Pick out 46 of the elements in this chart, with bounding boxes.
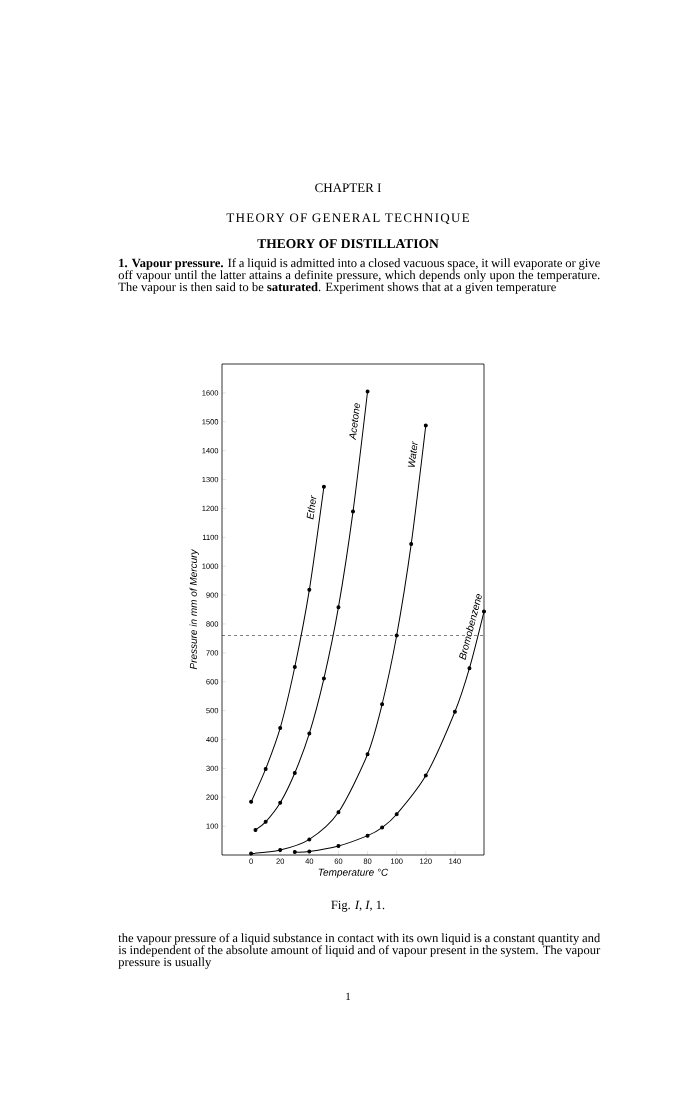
text: the vapour pressure of a liquid substance in contact with its own liquid is a constant quantity and is independent of the absolute amount of liquid and of vapour present in the system. The vapour pressure is usually (118, 933, 601, 969)
text: Ether (306, 495, 317, 520)
text: 1. Vapour pressure. If a liquid is admitted into a closed vacuous space, it will evaporate or give off vapour until the latter attains a definite pressure, which depends only upon the temperature. The vapour is then said to be saturated. Experiment shows that at a given temperature (118, 258, 600, 294)
text: Water (407, 441, 418, 467)
point (394, 633, 399, 638)
point (321, 484, 326, 489)
point (351, 509, 355, 514)
point (278, 848, 283, 853)
point (452, 709, 457, 714)
point (394, 812, 399, 817)
point (380, 825, 385, 830)
point (307, 849, 312, 854)
text: 1 (346, 992, 351, 1001)
point (249, 799, 254, 804)
point (423, 423, 428, 428)
point (292, 664, 297, 669)
chart-title: CHAPTER I (315, 183, 381, 193)
x-axis-title: Temperature °C (318, 868, 389, 878)
point (292, 770, 297, 775)
point (249, 851, 254, 856)
point (409, 541, 414, 546)
point (307, 587, 312, 592)
point (467, 666, 472, 671)
chart-subtitle: THEORY OF GENERAL TECHNIQUE (226, 213, 469, 225)
text: THEORY OF DISTILLATION (257, 239, 439, 249)
point (307, 731, 312, 736)
text: Acetone (349, 403, 360, 441)
point (321, 676, 326, 681)
point (380, 702, 385, 707)
point (365, 833, 370, 838)
point (336, 605, 341, 610)
point (365, 752, 370, 757)
point (253, 827, 258, 832)
point (336, 810, 341, 815)
point (365, 389, 370, 394)
point (482, 609, 487, 614)
point (336, 844, 341, 849)
y-axis-title: Pressure in mm of Mercury (189, 549, 199, 670)
point (278, 800, 283, 805)
point (263, 819, 268, 824)
text: Fig. I, I, 1. (331, 900, 385, 912)
point (278, 725, 283, 730)
point (423, 773, 428, 778)
point (307, 837, 312, 842)
point (263, 766, 268, 771)
point (292, 850, 297, 855)
